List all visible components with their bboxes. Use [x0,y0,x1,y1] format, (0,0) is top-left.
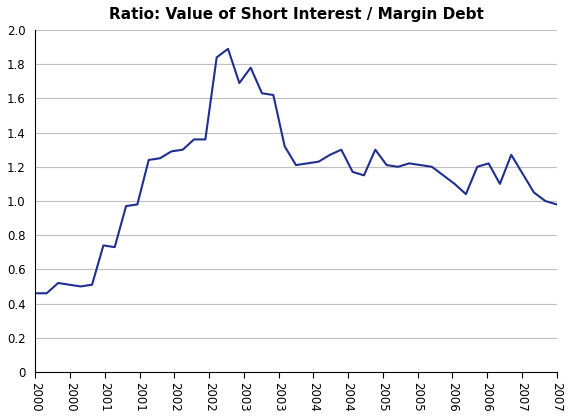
Title: Ratio: Value of Short Interest / Margin Debt: Ratio: Value of Short Interest / Margin … [108,7,483,22]
